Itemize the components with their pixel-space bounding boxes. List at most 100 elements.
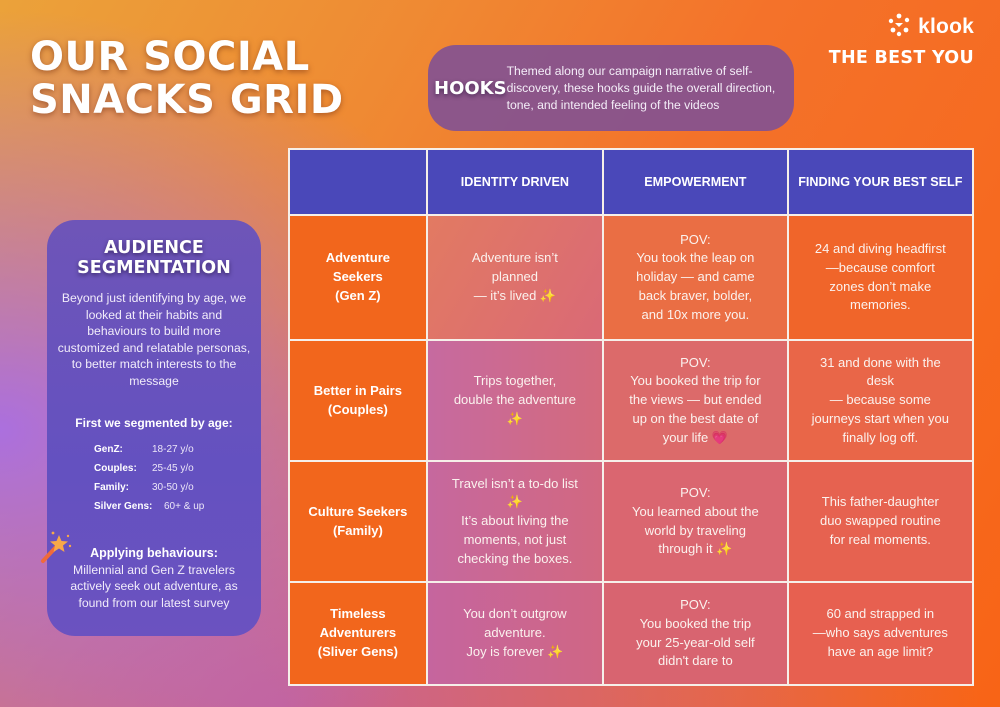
- sparkle-icon: ✨: [506, 410, 523, 426]
- grid-corner-cell: [288, 148, 428, 216]
- hook-line: double the adventure: [453, 392, 576, 408]
- hook-line: 31 and done with the: [819, 354, 941, 370]
- age-range: 60+ & up: [164, 500, 205, 512]
- hook-cell-identity: You don’t outgrow adventure. Joy is fore…: [425, 581, 605, 686]
- segment-line: Culture Seekers: [308, 503, 408, 519]
- hook-line: —because comfort: [825, 259, 935, 275]
- hook-cell-identity: Travel isn’t a to-do list ✨ It’s about l…: [425, 460, 605, 583]
- hook-line: Adventure isn’t: [471, 250, 558, 266]
- page-title: OUR SOCIAL SNACKS GRID: [30, 36, 344, 122]
- hook-line: zones don’t make: [829, 278, 932, 294]
- grid-row-culture-seekers: Culture Seekers (Family) Travel isn’t a …: [288, 460, 975, 583]
- hook-cell-best-self: 31 and done with the desk — because some…: [786, 339, 975, 462]
- hook-cell-empowerment: POV: You booked the trip your 25-year-ol…: [602, 581, 789, 686]
- hook-cell-empowerment: POV: You learned about the world by trav…: [602, 460, 789, 583]
- segment-line: (Family): [332, 522, 383, 538]
- audience-segmentation-panel: AUDIENCE SEGMENTATION Beyond just identi…: [41, 220, 261, 636]
- hooks-description: Themed along our campaign narrative of s…: [506, 63, 776, 112]
- column-header-empowerment: EMPOWERMENT: [602, 148, 789, 216]
- hook-cell-empowerment: POV: You booked the trip for the views —…: [602, 339, 789, 462]
- hook-line: adventure.: [484, 625, 546, 641]
- row-header-segment: Better in Pairs (Couples): [288, 339, 428, 462]
- age-row-silver-gens: Silver Gens: 60+ & up: [94, 497, 261, 516]
- age-row-couples: Couples: 25-45 y/o: [94, 459, 261, 478]
- grid-row-better-in-pairs: Better in Pairs (Couples) Trips together…: [288, 339, 975, 462]
- hook-line: You learned about the: [631, 503, 759, 519]
- segment-line: Better in Pairs: [313, 382, 402, 398]
- hook-line: finally log off.: [842, 429, 919, 445]
- grid-row-timeless-adventurers: Timeless Adventurers (Sliver Gens) You d…: [288, 581, 975, 686]
- hook-line: memories.: [849, 297, 911, 313]
- hook-line: Trips together,: [473, 373, 557, 389]
- hook-line: world by traveling: [644, 522, 746, 538]
- title-line-1: OUR SOCIAL: [30, 34, 310, 80]
- hook-line: It’s about living the: [461, 513, 569, 529]
- audience-title-line-1: AUDIENCE: [104, 238, 204, 258]
- age-range: 18-27 y/o: [152, 443, 194, 455]
- hook-line: You booked the trip for: [630, 373, 761, 389]
- column-header-identity-driven: IDENTITY DRIVEN: [425, 148, 605, 216]
- brand-block: klook THE BEST YOU: [828, 12, 974, 68]
- klook-logo-icon: [886, 12, 912, 43]
- hook-cell-identity: Adventure isn’t planned — it’s lived ✨: [425, 214, 605, 341]
- hook-line: through it ✨: [658, 541, 733, 557]
- hook-line: planned: [491, 269, 539, 285]
- hook-line: checking the boxes.: [457, 550, 573, 566]
- age-row-genz: GenZ: 18-27 y/o: [94, 440, 261, 459]
- hook-line: the views — but ended: [629, 392, 762, 408]
- segment-line: (Gen Z): [335, 287, 381, 303]
- hook-line: have an age limit?: [827, 643, 934, 659]
- age-label: Couples:: [94, 462, 137, 474]
- hook-line: POV:: [680, 231, 711, 247]
- age-label: GenZ:: [94, 443, 123, 455]
- segment-line: Adventurers: [319, 625, 397, 641]
- age-heading: First we segmented by age:: [75, 415, 233, 430]
- hook-line: moments, not just: [463, 531, 567, 547]
- brand-tagline: THE BEST YOU: [828, 48, 974, 68]
- hook-line: your life 💗: [662, 429, 729, 445]
- title-line-2: SNACKS GRID: [30, 77, 344, 123]
- hook-line: This father-daughter: [821, 494, 939, 510]
- grid-header-row: IDENTITY DRIVEN EMPOWERMENT FINDING YOUR…: [288, 148, 975, 216]
- hook-line: your 25-year-old self: [636, 634, 755, 650]
- column-header-finding-your-best-self: FINDING YOUR BEST SELF: [786, 148, 975, 216]
- grid-row-adventure-seekers: Adventure Seekers (Gen Z) Adventure isn’…: [288, 214, 975, 341]
- age-row-family: Family: 30-50 y/o: [94, 478, 261, 497]
- hook-cell-best-self: This father-daughter duo swapped routine…: [786, 460, 975, 583]
- hook-line: journeys start when you: [811, 410, 949, 426]
- hook-cell-best-self: 24 and diving headfirst —because comfort…: [786, 214, 975, 341]
- hook-line: You booked the trip: [639, 615, 752, 631]
- hook-line: up on the best date of: [632, 410, 759, 426]
- hook-line: — it’s lived ✨: [473, 287, 557, 303]
- hook-line: 60 and strapped in: [826, 606, 935, 622]
- hook-line: holiday — and came: [636, 269, 755, 285]
- audience-title-line-2: SEGMENTATION: [77, 258, 231, 278]
- sparkle-icon: ✨: [506, 494, 523, 510]
- segment-line: Adventure: [325, 250, 390, 266]
- hook-line: You took the leap on: [636, 250, 755, 266]
- row-header-segment: Timeless Adventurers (Sliver Gens): [288, 581, 428, 686]
- hook-line: desk: [866, 373, 895, 389]
- age-list: GenZ: 18-27 y/o Couples: 25-45 y/o Famil…: [94, 440, 261, 516]
- segment-line: (Sliver Gens): [317, 643, 398, 659]
- hook-line: POV:: [680, 484, 711, 500]
- hook-line: didn't dare to: [657, 653, 733, 669]
- hook-line: Joy is forever ✨: [466, 643, 564, 659]
- row-header-segment: Adventure Seekers (Gen Z): [288, 214, 428, 341]
- hooks-label: HOOKS: [434, 77, 507, 99]
- hook-line: POV:: [680, 596, 711, 612]
- behaviour-text: Millennial and Gen Z travelers actively …: [70, 562, 238, 610]
- age-label: Family:: [94, 481, 130, 493]
- audience-title: AUDIENCE SEGMENTATION: [47, 238, 261, 278]
- hook-line: You don’t outgrow: [463, 606, 567, 622]
- hook-line: — because some: [829, 392, 931, 408]
- segment-line: Seekers: [332, 269, 383, 285]
- magic-wand-icon: [39, 529, 75, 565]
- segment-line: (Couples): [327, 401, 388, 417]
- klook-logo: klook: [829, 12, 974, 43]
- behaviour-heading: Applying behaviours:: [90, 545, 218, 560]
- hook-line: back braver, bolder,: [638, 287, 753, 303]
- age-range: 25-45 y/o: [152, 462, 194, 474]
- audience-description: Beyond just identifying by age, we looke…: [57, 291, 251, 388]
- age-label: Silver Gens:: [94, 500, 153, 512]
